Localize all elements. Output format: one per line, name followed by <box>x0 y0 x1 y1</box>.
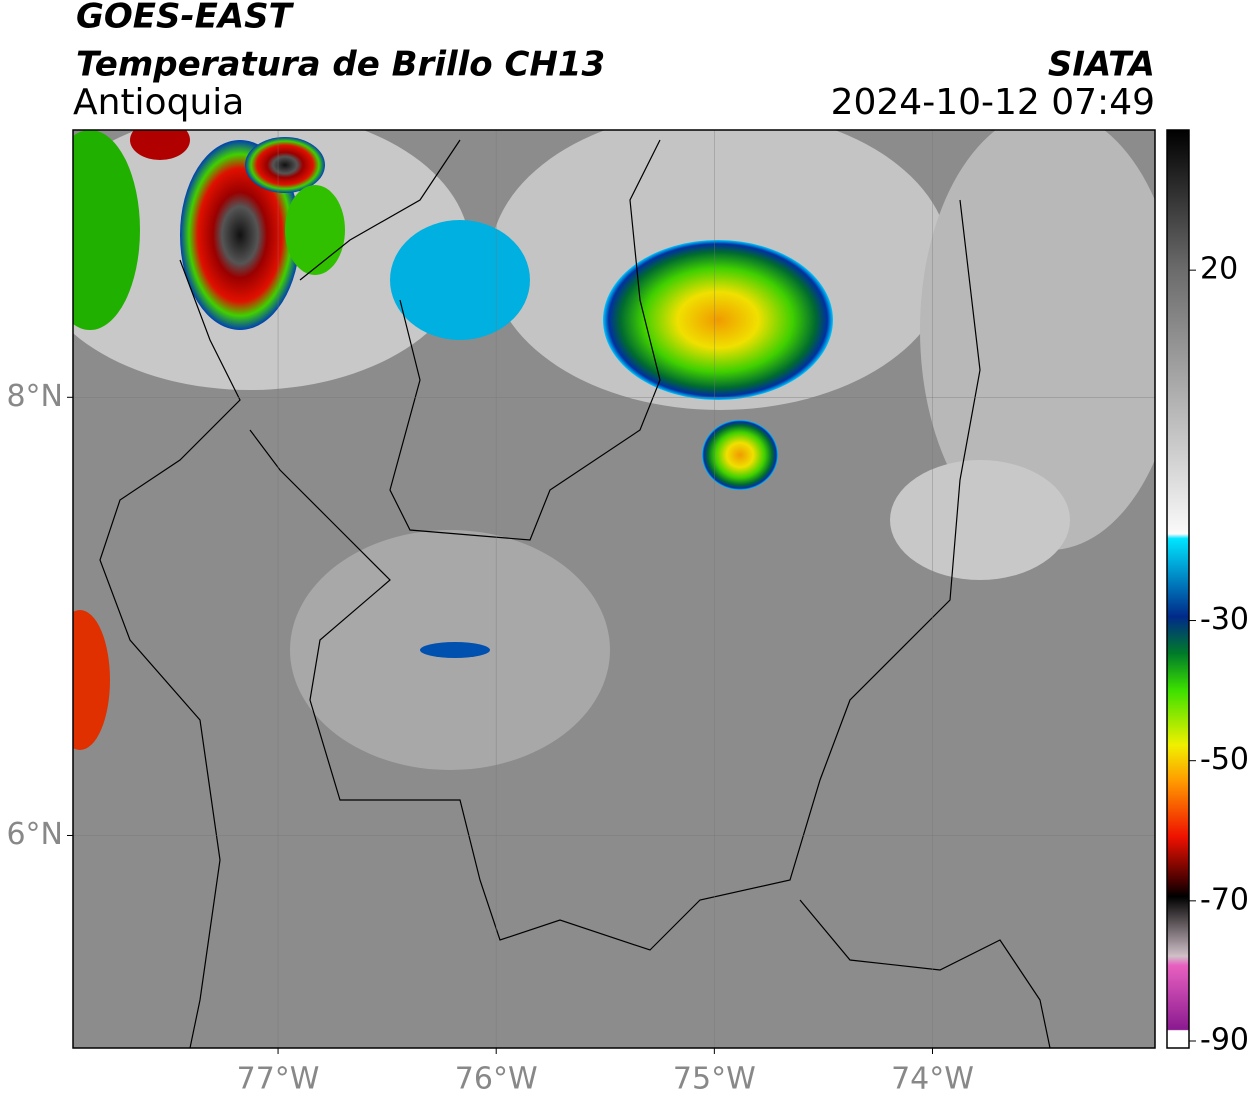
map <box>73 130 1155 1048</box>
subtitle: Temperatura de Brillo CH13 <box>76 45 605 85</box>
x-tick-label: 77°W <box>237 1062 320 1097</box>
colorbar-tick-label: -30 <box>1200 602 1249 637</box>
storm <box>245 137 325 193</box>
storm <box>73 610 110 750</box>
coastline <box>99 259 241 1048</box>
coastline <box>299 139 461 281</box>
datetime: 2024-10-12 07:49 <box>831 82 1155 123</box>
colorbar-tick-label: 20 <box>1200 252 1238 287</box>
cloud <box>890 460 1070 580</box>
colorbar-tick-label: -90 <box>1200 1022 1249 1057</box>
colorbar <box>1166 129 1190 1049</box>
border <box>389 139 661 541</box>
border <box>249 199 981 951</box>
cold-cloud <box>390 220 530 340</box>
storm <box>702 420 778 490</box>
colorbar-tick-label: -50 <box>1200 742 1249 777</box>
storm <box>285 185 345 275</box>
title: GOES-EAST <box>76 0 295 37</box>
cold-cloud <box>420 642 490 658</box>
x-tick-label: 75°W <box>673 1062 756 1097</box>
x-tick-label: 76°W <box>455 1062 538 1097</box>
source: SIATA <box>1048 45 1155 85</box>
colorbar-tick-label: -70 <box>1200 882 1249 917</box>
storm <box>130 130 190 160</box>
y-tick-label: 8°N <box>6 379 63 414</box>
grid <box>73 130 1155 1048</box>
cloud <box>920 130 1155 550</box>
x-tick-label: 74°W <box>891 1062 974 1097</box>
border <box>799 899 1051 1048</box>
y-tick-label: 6°N <box>6 817 63 852</box>
map-frame <box>72 129 1156 1049</box>
region: Antioquia <box>73 82 244 123</box>
storm <box>603 240 833 400</box>
storm <box>73 130 140 330</box>
